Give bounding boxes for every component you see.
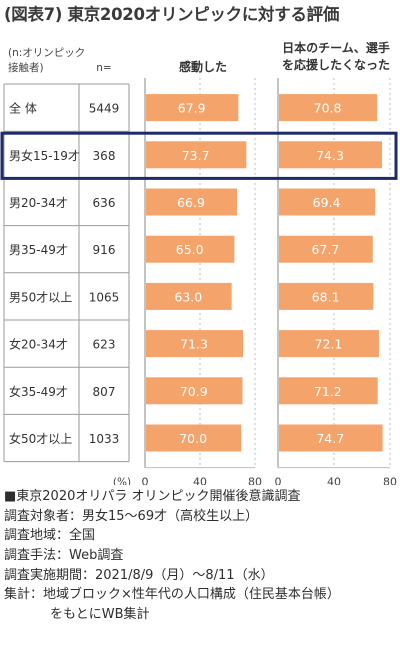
x-tick-label: 40 <box>193 476 207 485</box>
category-label: 男女15-19才 <box>9 148 80 163</box>
data-label: 73.7 <box>182 148 210 163</box>
bar <box>279 188 376 216</box>
data-label: 65.0 <box>176 242 204 257</box>
category-label: 女20-34才 <box>9 337 68 352</box>
category-label: 女35-49才 <box>9 384 68 399</box>
n-value: 368 <box>93 149 116 163</box>
category-label: 男20-34才 <box>9 196 68 210</box>
data-label: 69.4 <box>313 195 341 210</box>
n-value: 916 <box>93 243 116 257</box>
x-tick-label: 0 <box>275 476 282 485</box>
chart-title: (図表7) 東京2020オリンピックに対する評価 <box>4 5 340 24</box>
notes-period: 調査実施期間：2021/8/9（月）～8/11（水） <box>4 567 274 583</box>
data-label: 70.9 <box>180 384 208 399</box>
survey-notes: ■東京2020オリパラ オリンピック開催後意識調査 調査対象者：男女15～69才… <box>4 487 396 625</box>
n-value: 1033 <box>89 432 120 446</box>
data-label: 71.3 <box>180 337 208 352</box>
notes-heading: ■東京2020オリパラ オリンピック開催後意識調査 <box>4 489 301 504</box>
notes-method: 調査手法：Web調査 <box>4 548 124 564</box>
notes-target: 調査対象者：男女15～69才（高校生以上） <box>4 508 259 524</box>
data-label: 70.8 <box>314 101 342 116</box>
unit-label: (%) <box>113 477 131 485</box>
category-label: 全 体 <box>9 101 37 116</box>
bar <box>279 235 373 263</box>
notes-area: 調査地域：全国 <box>4 528 96 544</box>
data-label: 74.3 <box>316 148 344 163</box>
x-tick-label: 80 <box>248 476 262 485</box>
highlight-box <box>0 131 398 180</box>
bar <box>279 282 374 310</box>
x-tick-label: 80 <box>383 476 397 485</box>
bar <box>279 330 379 358</box>
data-label: 70.0 <box>179 431 207 446</box>
category-label: 女50才以上 <box>9 431 72 446</box>
x-tick-label: 0 <box>142 476 149 485</box>
data-label: 67.7 <box>311 242 339 257</box>
bar <box>146 330 244 358</box>
category-label: 男50才以上 <box>9 290 72 304</box>
bar <box>279 377 378 405</box>
n-value: 5449 <box>89 102 120 116</box>
series-header-2-line1: 日本のチーム、選手 <box>282 40 390 55</box>
data-label: 71.2 <box>314 384 342 399</box>
category-label: 男35-49才 <box>9 243 68 257</box>
bar <box>146 282 232 310</box>
series-header-1: 感動した <box>179 59 227 74</box>
n-value: 623 <box>93 338 116 352</box>
bar <box>279 141 383 169</box>
data-label: 63.0 <box>174 289 202 304</box>
bar <box>146 141 247 169</box>
bar <box>146 188 237 216</box>
data-label: 68.1 <box>312 289 340 304</box>
bar <box>279 94 378 122</box>
data-label: 74.7 <box>316 431 344 446</box>
bar <box>146 235 235 263</box>
bar <box>146 94 239 122</box>
notes-tabulation-line1: 集計：地域ブロック×性年代の人口構成（住民基本台帳） <box>4 587 340 603</box>
n-value: 807 <box>93 385 116 399</box>
n-value: 636 <box>93 196 116 210</box>
data-label: 72.1 <box>315 337 343 352</box>
table-n-header: n= <box>96 62 111 74</box>
notes-tabulation-line2: をもとにWB集計 <box>50 607 150 623</box>
n-value: 1065 <box>89 290 120 304</box>
series-header-2-line2: を応援したくなった <box>282 57 390 72</box>
table-group-header-line2: 接触者) <box>8 61 44 74</box>
bar <box>279 424 383 452</box>
table-group-header-line1: (n:オリンピック <box>8 47 85 59</box>
bar <box>146 377 243 405</box>
bar <box>146 424 242 452</box>
data-label: 67.9 <box>178 101 206 116</box>
x-tick-label: 40 <box>327 476 341 485</box>
data-label: 66.9 <box>177 195 205 210</box>
